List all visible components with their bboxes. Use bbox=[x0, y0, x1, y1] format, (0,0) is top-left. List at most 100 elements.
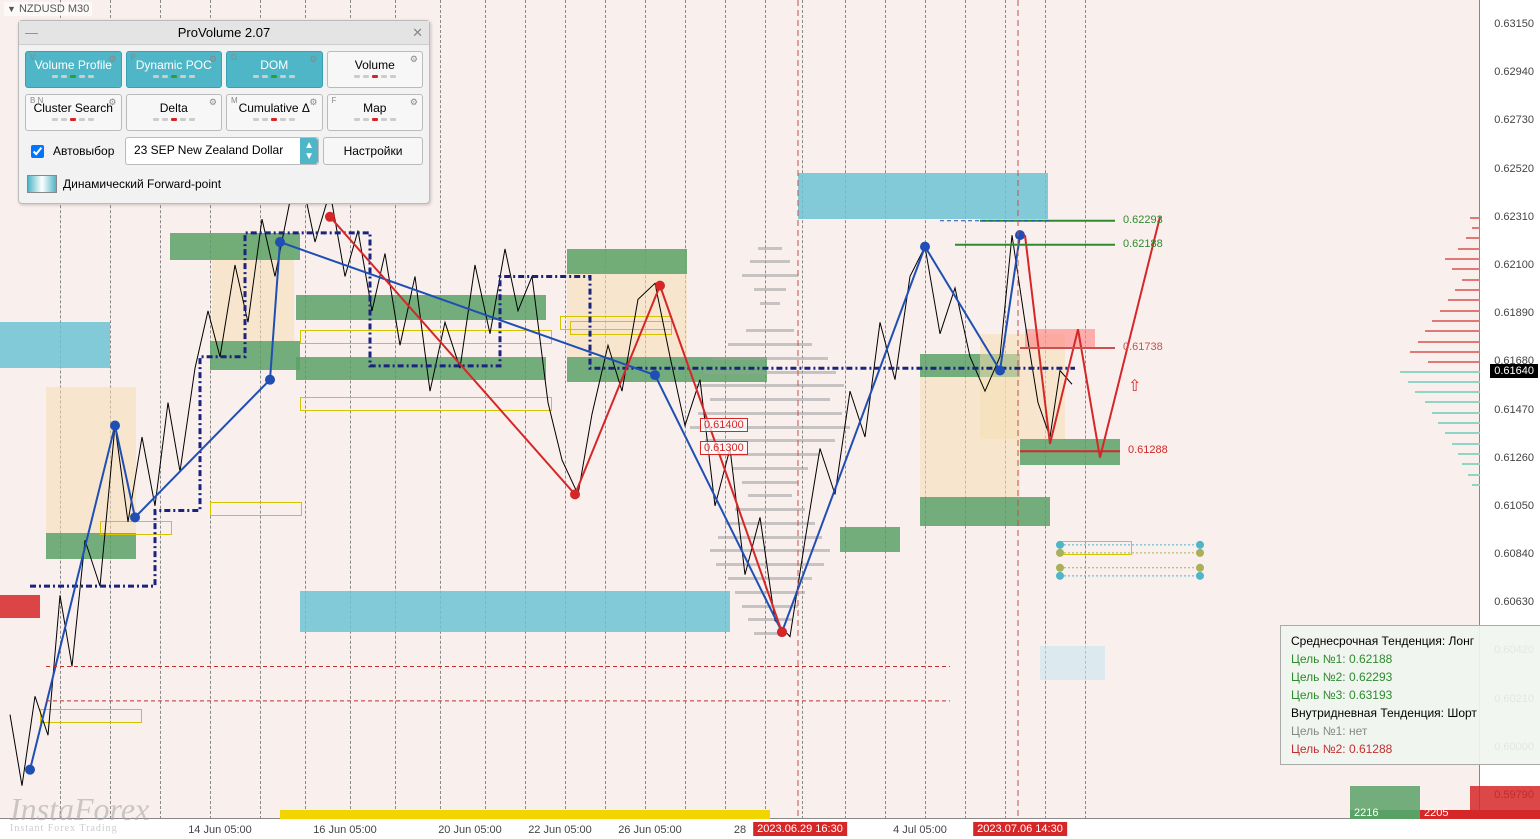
ticker-label[interactable]: ▼ NZDUSD M30 bbox=[4, 2, 92, 16]
volume-profile-bar bbox=[748, 494, 770, 497]
chevron-updown-icon[interactable]: ▲▼ bbox=[304, 140, 314, 162]
panel-button[interactable]: M⚙Cumulative Δ bbox=[226, 94, 323, 131]
watermark-brand: InstaForex bbox=[10, 791, 149, 827]
panel-titlebar[interactable]: —ProVolume 2.07✕ bbox=[19, 21, 429, 45]
session-gridline bbox=[845, 0, 846, 819]
volume-profile-bar bbox=[770, 343, 812, 346]
x-tick: 28 bbox=[734, 824, 746, 836]
gear-icon[interactable]: ⚙ bbox=[309, 54, 317, 65]
panel-button[interactable]: ⚙Delta bbox=[126, 94, 223, 131]
contract-select[interactable]: 23 SEP New Zealand Dollar ▲▼ bbox=[125, 137, 319, 165]
info-line: Цель №3: 0.63193 bbox=[1291, 686, 1536, 704]
footer-bar-label: 2216 bbox=[1350, 807, 1378, 819]
level-label: 0.62188 bbox=[1119, 237, 1167, 251]
volume-profile-bar bbox=[735, 508, 770, 511]
dom-profile-bar bbox=[1428, 361, 1480, 363]
session-gridline bbox=[605, 0, 606, 819]
gear-icon[interactable]: ⚙ bbox=[209, 54, 217, 65]
footer-bar-label: 2205 bbox=[1420, 807, 1448, 819]
volume-profile-bar bbox=[750, 260, 770, 263]
volume-profile-bar bbox=[710, 398, 770, 401]
volume-profile-bar bbox=[770, 412, 842, 415]
info-line: Внутридневная Тенденция: Шорт bbox=[1291, 704, 1536, 722]
volume-profile-bar bbox=[758, 247, 770, 250]
button-label: Volume bbox=[355, 58, 395, 72]
y-tick: 0.61050 bbox=[1494, 500, 1534, 512]
button-label: DOM bbox=[260, 58, 288, 72]
volume-profile-bar bbox=[718, 536, 770, 539]
volume-profile-bar bbox=[770, 632, 786, 635]
dom-profile-bar bbox=[1472, 484, 1480, 486]
y-tick: 0.62520 bbox=[1494, 163, 1534, 175]
gear-icon[interactable]: ⚙ bbox=[410, 97, 418, 108]
button-label: Map bbox=[363, 101, 386, 115]
gear-icon[interactable]: ⚙ bbox=[309, 97, 317, 108]
dom-profile-bar bbox=[1458, 453, 1480, 455]
contract-select-value: 23 SEP New Zealand Dollar bbox=[134, 143, 283, 157]
x-tick: 4 Jul 05:00 bbox=[893, 824, 947, 836]
y-tick: 0.62940 bbox=[1494, 66, 1534, 78]
panel-body: V⚙Volume ProfileP⚙Dynamic POCD⚙DOM⚙Volum… bbox=[19, 45, 429, 203]
supply-demand-zone bbox=[840, 527, 900, 552]
autoselect-checkbox[interactable] bbox=[31, 145, 44, 158]
close-icon[interactable]: ✕ bbox=[412, 25, 423, 41]
gear-icon[interactable]: ⚙ bbox=[410, 54, 418, 65]
volume-profile-bar bbox=[770, 426, 850, 429]
supply-demand-zone bbox=[567, 249, 687, 274]
supply-demand-zone bbox=[980, 334, 1065, 440]
session-gridline bbox=[565, 0, 566, 819]
button-label: Cumulative Δ bbox=[239, 101, 310, 115]
supply-demand-zone bbox=[300, 591, 730, 632]
level-label: 0.61288 bbox=[1124, 443, 1172, 457]
supply-demand-zone bbox=[296, 357, 546, 380]
x-tick: 26 Jun 05:00 bbox=[618, 824, 682, 836]
level-label: 0.61738 bbox=[1119, 340, 1167, 354]
button-label: Cluster Search bbox=[34, 101, 113, 115]
volume-profile-bar bbox=[746, 329, 770, 332]
panel-button[interactable]: V⚙Volume Profile bbox=[25, 51, 122, 88]
volume-profile-bar bbox=[725, 522, 770, 525]
volume-profile-bar bbox=[770, 577, 812, 580]
gear-icon[interactable]: ⚙ bbox=[209, 97, 217, 108]
ticker-text: NZDUSD M30 bbox=[19, 3, 89, 15]
settings-button[interactable]: Настройки bbox=[323, 137, 423, 165]
volume-profile-bar bbox=[770, 384, 844, 387]
session-gridline bbox=[802, 0, 803, 819]
panel-button[interactable]: P⚙Dynamic POC bbox=[126, 51, 223, 88]
gear-icon[interactable]: ⚙ bbox=[108, 54, 116, 65]
dom-profile-bar bbox=[1400, 371, 1480, 373]
session-gridline bbox=[765, 0, 766, 819]
volume-profile-bar bbox=[770, 605, 798, 608]
button-label: Настройки bbox=[344, 144, 403, 158]
panel-button[interactable]: F⚙Map bbox=[327, 94, 424, 131]
volume-profile-bar bbox=[728, 343, 770, 346]
panel-button[interactable]: B N⚙Cluster Search bbox=[25, 94, 122, 131]
supply-demand-zone bbox=[0, 595, 40, 618]
range-box bbox=[300, 330, 552, 344]
info-line: Цель №1: 0.62188 bbox=[1291, 650, 1536, 668]
panel-button[interactable]: ⚙ Volume bbox=[327, 51, 424, 88]
projection-arrow-icon: ⇧ bbox=[1128, 376, 1141, 396]
y-tick: 0.62100 bbox=[1494, 259, 1534, 271]
volume-profile-bar bbox=[770, 508, 805, 511]
volume-profile-bar bbox=[754, 288, 770, 291]
dom-profile-bar bbox=[1452, 443, 1480, 445]
minimize-icon[interactable]: — bbox=[25, 25, 38, 40]
session-gridline bbox=[645, 0, 646, 819]
volume-profile-bar bbox=[735, 591, 770, 594]
provolume-panel[interactable]: —ProVolume 2.07✕ V⚙Volume ProfileP⚙Dynami… bbox=[18, 20, 430, 204]
dom-profile-bar bbox=[1452, 268, 1480, 270]
supply-demand-zone bbox=[296, 295, 546, 320]
volume-profile-bar bbox=[704, 371, 770, 374]
checkbox-label: Автовыбор bbox=[53, 144, 114, 158]
dom-profile-bar bbox=[1455, 289, 1480, 291]
supply-demand-zone bbox=[567, 357, 767, 382]
dom-profile-bar bbox=[1462, 463, 1480, 465]
volume-profile-bar bbox=[742, 605, 770, 608]
info-line: Среднесрочная Тенденция: Лонг bbox=[1291, 632, 1536, 650]
volume-profile-bar bbox=[748, 618, 770, 621]
gear-icon[interactable]: ⚙ bbox=[108, 97, 116, 108]
volume-profile-bar bbox=[710, 549, 770, 552]
panel-button[interactable]: D⚙DOM bbox=[226, 51, 323, 88]
supply-demand-zone bbox=[46, 533, 136, 558]
